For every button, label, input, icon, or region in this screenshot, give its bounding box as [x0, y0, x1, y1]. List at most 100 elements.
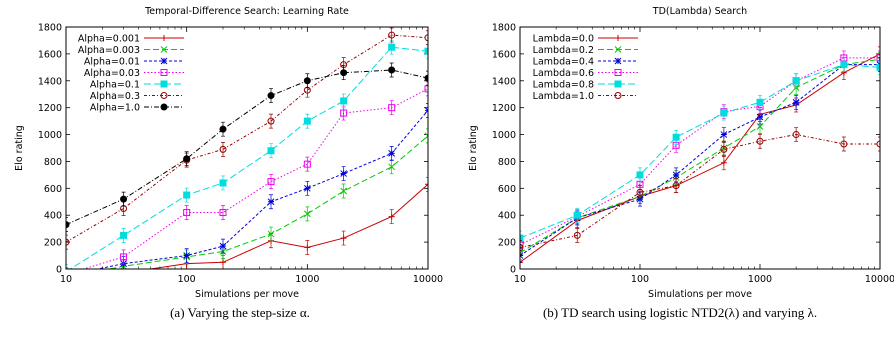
legend-marker: [160, 46, 168, 53]
data-point: [720, 131, 728, 138]
data-point: [219, 259, 226, 266]
data-point: [388, 66, 396, 74]
data-point: [720, 159, 727, 166]
legend-label: Alpha=0.003: [78, 45, 140, 56]
series-line: [520, 134, 880, 248]
data-point: [520, 241, 524, 249]
error-bar: [389, 27, 394, 43]
data-point: [720, 109, 728, 117]
series-Alpha=0.1: [66, 39, 428, 269]
data-point: [792, 77, 800, 85]
y-tick-label: 1800: [492, 23, 516, 34]
y-tick-label: 1600: [38, 49, 62, 60]
legend-label: Alpha=0.03: [84, 68, 140, 79]
y-tick-label: 1800: [38, 23, 62, 34]
data-point: [424, 34, 428, 42]
y-tick-label: 200: [44, 238, 62, 249]
legend-label: Alpha=0.1: [90, 79, 140, 90]
data-point: [183, 155, 191, 163]
error-bar: [794, 127, 799, 142]
error-bar: [66, 234, 68, 250]
data-point: [573, 231, 581, 239]
chart-title: Temporal-Difference Search: Learning Rat…: [144, 6, 349, 17]
x-axis-label: Simulations per move: [648, 289, 752, 300]
legend-marker: [160, 80, 168, 88]
data-point: [520, 249, 524, 257]
data-point: [183, 252, 191, 259]
data-point: [303, 77, 311, 85]
legend-label: Alpha=0.3: [90, 91, 140, 102]
error-bar: [66, 264, 68, 269]
legend-label: Alpha=0.001: [78, 33, 140, 44]
error-bar: [426, 128, 428, 144]
y-tick-label: 600: [498, 184, 516, 195]
legend-marker: [161, 35, 167, 41]
legend-label: Alpha=0.01: [84, 56, 140, 67]
data-point: [840, 61, 848, 69]
data-point: [520, 243, 524, 251]
y-tick-label: 1400: [492, 76, 516, 87]
y-tick-label: 1200: [492, 103, 516, 114]
legend-label: Lambda=0.0: [533, 33, 594, 44]
data-point: [66, 238, 70, 246]
x-tick-label: 100: [178, 274, 196, 285]
series-line: [81, 88, 428, 269]
y-axis-label: Elo rating: [14, 125, 25, 171]
data-point: [183, 191, 191, 199]
legend-label: Lambda=0.8: [533, 79, 594, 90]
series-Alpha=1.0: [66, 62, 428, 232]
data-point: [792, 98, 800, 106]
caption-a: (a) Varying the step-size α.: [40, 305, 440, 321]
series-line: [69, 46, 428, 269]
error-bar: [520, 240, 522, 255]
legend-marker: [160, 92, 168, 99]
plot-frame: [519, 26, 881, 270]
legend-marker: [615, 35, 621, 41]
data-point: [672, 182, 680, 190]
x-tick-label: 1000: [748, 274, 772, 285]
data-point: [340, 187, 348, 195]
error-bar: [121, 249, 126, 265]
error-bar: [66, 267, 68, 269]
legend-label: Alpha=1.0: [90, 102, 140, 113]
data-point: [840, 140, 848, 148]
data-point: [792, 131, 800, 139]
legend: Lambda=0.0Lambda=0.2Lambda=0.4Lambda=0.6…: [533, 33, 638, 102]
data-point: [424, 47, 428, 55]
legend-marker: [614, 69, 622, 76]
error-bar: [878, 136, 880, 152]
data-point: [340, 109, 348, 117]
data-point: [756, 137, 764, 145]
plot-area: [66, 27, 428, 276]
data-point: [424, 132, 428, 140]
legend-marker: [160, 69, 168, 76]
legend-label: Lambda=0.6: [533, 68, 594, 79]
data-point: [120, 195, 128, 203]
data-point: [183, 209, 191, 217]
data-point: [267, 147, 275, 155]
data-point: [636, 171, 644, 179]
y-axis-label: Elo rating: [468, 125, 479, 171]
data-point: [388, 43, 396, 51]
error-bar: [66, 217, 68, 232]
legend-marker: [614, 92, 622, 99]
data-point: [877, 50, 880, 57]
data-point: [388, 31, 396, 39]
data-point: [303, 117, 311, 125]
data-point: [120, 231, 128, 239]
series-Alpha=0.03: [66, 81, 428, 269]
data-point: [636, 188, 644, 196]
legend-label: Lambda=0.2: [533, 45, 594, 56]
y-tick-label: 1400: [38, 76, 62, 87]
series-Alpha=0.003: [106, 128, 428, 269]
error-bar: [426, 103, 428, 118]
data-point: [121, 270, 127, 276]
error-bar: [520, 248, 522, 263]
data-point: [720, 145, 728, 153]
plot-area: [520, 46, 880, 269]
legend-marker: [160, 57, 168, 65]
data-point: [267, 92, 275, 100]
x-tick-label: 1000: [295, 274, 319, 285]
data-point: [303, 210, 311, 218]
error-bar: [878, 59, 880, 75]
